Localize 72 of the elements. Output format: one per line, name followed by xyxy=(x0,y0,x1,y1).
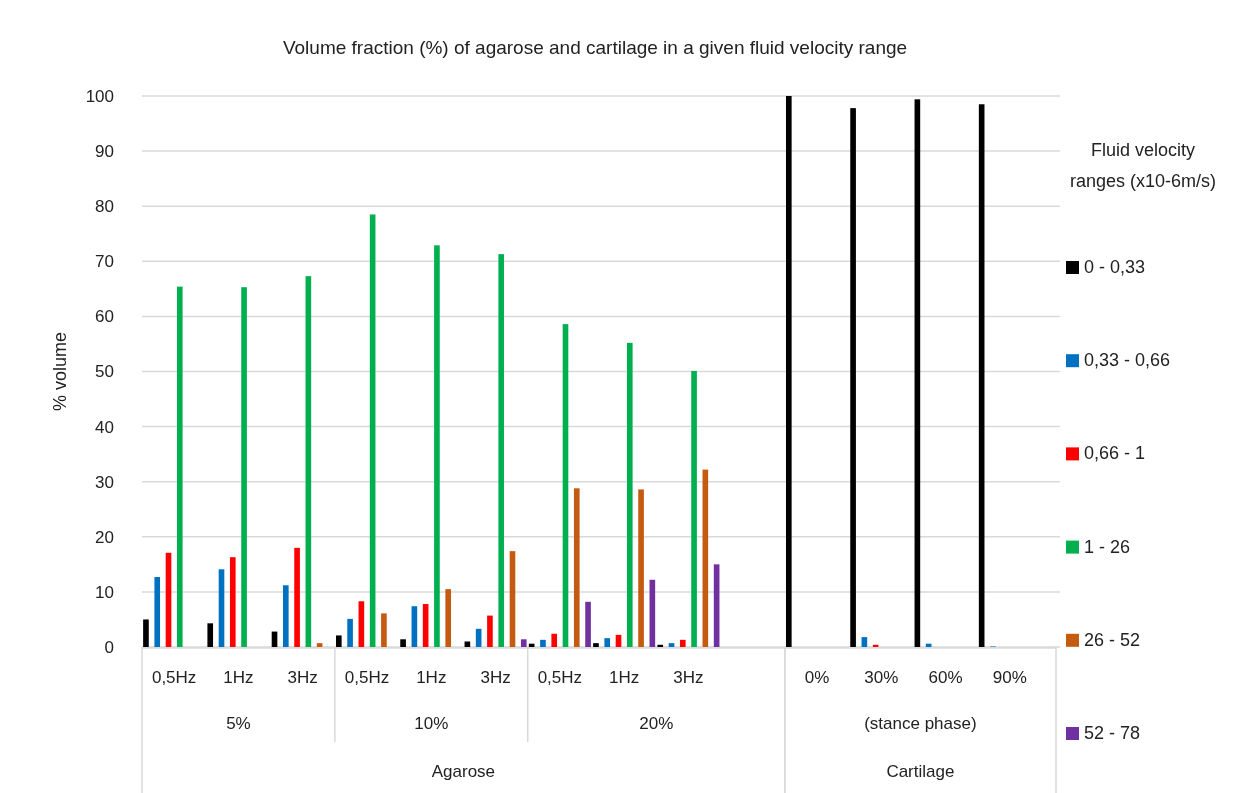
bar xyxy=(498,254,505,647)
bar xyxy=(294,547,300,647)
bar xyxy=(176,286,183,647)
bar xyxy=(573,488,580,647)
y-tick-label: 90 xyxy=(95,142,114,162)
bar xyxy=(316,643,323,647)
x-tick-label: 3Hz xyxy=(673,668,704,687)
y-axis-title: % volume xyxy=(50,331,70,412)
y-tick-label: 40 xyxy=(95,417,114,437)
chart-title: Volume fraction (%) of agarose and cartilage in a given fluid velocity range xyxy=(282,37,908,58)
text: (stance phase) xyxy=(864,714,977,733)
bar xyxy=(520,639,527,647)
legend-title: Fluid velocity ranges (x10-6m/s) xyxy=(1069,140,1217,191)
legend-label: 0,66 - 1 xyxy=(1084,443,1146,464)
legend-label: 52 - 78 xyxy=(1084,723,1141,743)
bar xyxy=(691,370,697,647)
text: Agarose xyxy=(431,762,496,781)
legend-label: 0,33 - 0,66 xyxy=(1084,350,1171,371)
bar xyxy=(638,489,644,647)
bar xyxy=(593,643,599,647)
bar xyxy=(154,577,161,647)
bar xyxy=(400,639,406,647)
x-tick-label: 1Hz xyxy=(609,668,640,687)
legend-label: 26 - 52 xyxy=(1084,629,1141,650)
x-tick-label: 0% xyxy=(804,668,830,687)
bar xyxy=(657,644,664,647)
bar xyxy=(445,589,452,647)
x-tick-label: 1Hz xyxy=(223,668,254,687)
bar xyxy=(207,623,214,647)
bar xyxy=(540,639,546,647)
bar xyxy=(347,618,353,647)
y-tick-label: 60 xyxy=(95,307,114,327)
x-tick-label: 0,5Hz xyxy=(344,668,390,687)
bar xyxy=(679,639,686,647)
text: 5% xyxy=(226,714,251,733)
bar xyxy=(668,643,675,647)
bar xyxy=(229,557,236,647)
x-tick-label: 3Hz xyxy=(480,668,511,687)
legend-label: 1 - 26 xyxy=(1084,536,1131,557)
y-tick-label: 20 xyxy=(95,527,114,547)
y-tick-label: 30 xyxy=(95,472,114,492)
bar xyxy=(381,613,387,647)
x-tick-label: 30% xyxy=(864,668,899,687)
bar xyxy=(282,585,289,647)
text: 20% xyxy=(639,714,674,733)
bar xyxy=(434,245,440,647)
y-tick-label: 70 xyxy=(95,252,114,272)
x-tick-label: 60% xyxy=(928,668,963,687)
text: 10% xyxy=(414,714,449,733)
bar xyxy=(850,108,856,647)
y-tick-label: 50 xyxy=(95,362,114,382)
bar xyxy=(551,633,558,647)
x-tick-label: 1Hz xyxy=(416,668,447,687)
y-tick-label: 0 xyxy=(104,637,114,657)
bar xyxy=(585,601,591,647)
y-tick-label: 80 xyxy=(95,197,114,217)
x-tick-label: 0,5Hz xyxy=(151,668,197,687)
bar xyxy=(335,635,342,647)
x-tick-label: 3Hz xyxy=(287,668,318,687)
bar xyxy=(487,615,493,647)
x-tick-label: 0,5Hz xyxy=(537,668,583,687)
bar xyxy=(241,287,247,647)
bar xyxy=(143,619,149,647)
text: Cartilage xyxy=(886,762,955,781)
y-tick-label: 100 xyxy=(85,86,114,106)
legend-label: 0 - 0,33 xyxy=(1084,257,1146,277)
bar xyxy=(785,96,792,647)
x-tick-label: 90% xyxy=(992,668,1027,687)
bar xyxy=(604,638,611,647)
bar xyxy=(464,641,471,647)
y-tick-label: 10 xyxy=(95,582,114,602)
bar xyxy=(626,342,633,647)
